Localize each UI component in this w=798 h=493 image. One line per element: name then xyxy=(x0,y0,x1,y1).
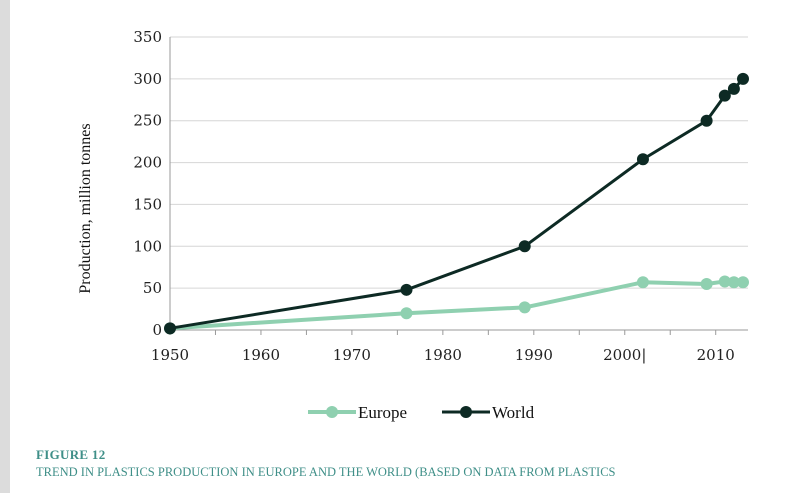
y-tick-label: 350 xyxy=(133,28,162,46)
data-point-europe xyxy=(737,276,749,288)
data-point-europe xyxy=(400,307,412,319)
figure-frame: 0 50 100 150 200 250 300 350 1950 1960 1970 1980 19… xyxy=(10,0,798,493)
y-tick-label: 0 xyxy=(152,321,162,339)
y-tick-label: 250 xyxy=(133,112,162,130)
x-tick-label: 2000| xyxy=(603,346,646,364)
x-tick-labels: 1950 1960 1970 1980 1990 2000| 2010 xyxy=(151,346,735,364)
y-tick-label: 50 xyxy=(143,279,162,297)
data-point-world xyxy=(637,153,649,165)
data-point-world xyxy=(728,83,740,95)
data-point-europe xyxy=(519,301,531,313)
x-tick-label: 1950 xyxy=(151,346,189,364)
y-tick-labels: 0 50 100 150 200 250 300 350 xyxy=(133,28,162,339)
data-point-world xyxy=(737,73,749,85)
series-line-world xyxy=(170,79,743,328)
x-tick-label: 1990 xyxy=(515,346,553,364)
figure-subtitle: TREND IN PLASTICS PRODUCTION IN EUROPE A… xyxy=(36,465,798,480)
data-point-world xyxy=(519,240,531,252)
x-tick-label: 1970 xyxy=(333,346,371,364)
y-axis-label: Production, million tonnes xyxy=(77,123,94,293)
legend-label: World xyxy=(492,403,535,422)
x-tick-label: 1960 xyxy=(242,346,280,364)
gridlines xyxy=(170,37,748,288)
legend-label: Europe xyxy=(358,403,407,422)
data-point-world xyxy=(400,284,412,296)
data-point-world xyxy=(164,322,176,334)
y-tick-label: 150 xyxy=(133,195,162,213)
axes xyxy=(170,37,748,335)
y-tick-label: 100 xyxy=(133,237,162,255)
data-point-world xyxy=(701,115,713,127)
data-point-europe xyxy=(637,276,649,288)
x-tick-label: 1980 xyxy=(424,346,462,364)
legend-marker xyxy=(460,406,472,418)
y-tick-label: 300 xyxy=(133,70,162,88)
figure-caption: FIGURE 12 TREND IN PLASTICS PRODUCTION I… xyxy=(36,447,798,480)
y-tick-label: 200 xyxy=(133,154,162,172)
legend: Europe World xyxy=(308,403,535,422)
x-tick-label: 2010 xyxy=(697,346,735,364)
legend-marker xyxy=(326,406,338,418)
data-point-europe xyxy=(701,278,713,290)
series-group xyxy=(164,73,749,334)
figure-label: FIGURE 12 xyxy=(36,447,798,463)
